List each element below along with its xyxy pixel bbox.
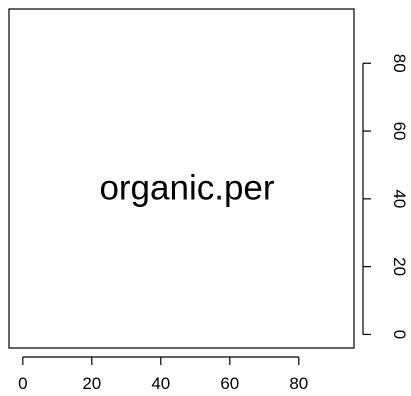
x-tick-label: 20 (82, 374, 101, 393)
y-tick-label: 40 (390, 189, 409, 208)
y-axis: 0 20 40 60 80 (362, 54, 409, 339)
x-tick-label: 0 (18, 374, 27, 393)
x-tick-label: 60 (220, 374, 239, 393)
x-tick-label: 40 (151, 374, 170, 393)
x-axis: 0 20 40 60 80 (18, 356, 308, 393)
y-tick-label: 60 (390, 122, 409, 141)
plot-frame (8, 8, 355, 349)
y-tick-label: 80 (390, 54, 409, 73)
x-tick-label: 80 (289, 374, 308, 393)
panel-label: organic.per (99, 168, 274, 207)
y-tick-label: 0 (390, 330, 409, 339)
y-tick-label: 20 (390, 257, 409, 276)
